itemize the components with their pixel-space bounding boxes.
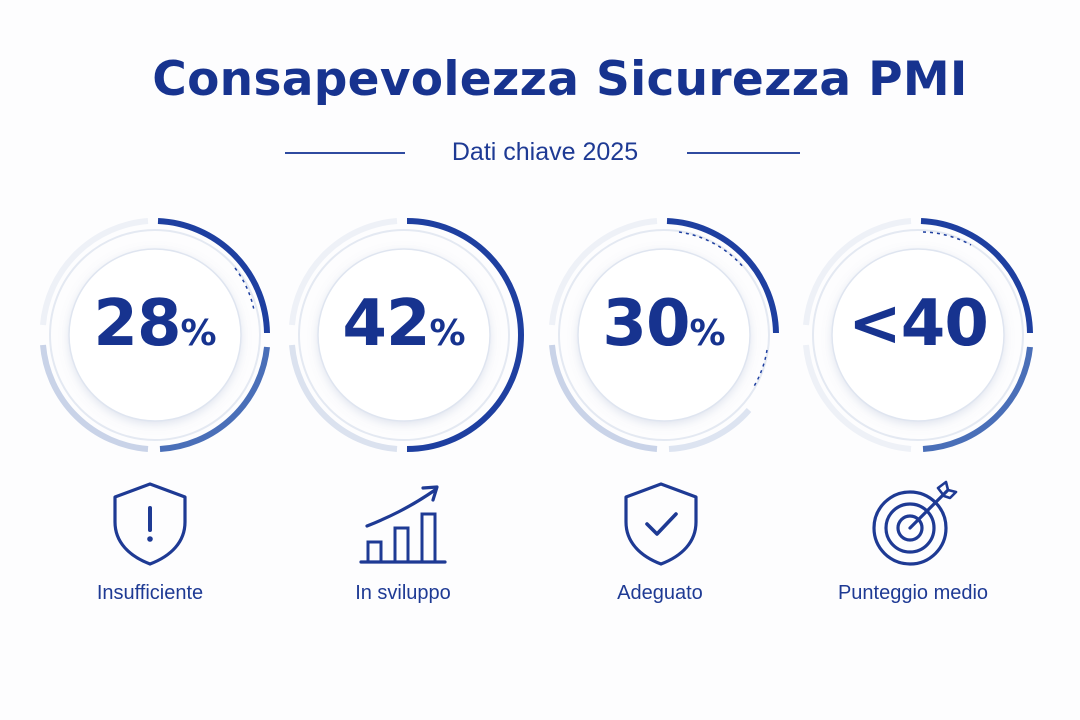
stat-card-2: 42% bbox=[279, 210, 529, 460]
progress-ring-2 bbox=[289, 218, 524, 452]
target-icon bbox=[872, 480, 958, 566]
shield-check-icon bbox=[624, 482, 698, 566]
stat-value-2: 42% bbox=[342, 287, 466, 361]
subtitle-rule-right bbox=[687, 152, 800, 154]
progress-ring-1 bbox=[40, 218, 270, 452]
stat-value-1: 28% bbox=[93, 287, 217, 361]
stat-card-4: <40 bbox=[793, 210, 1043, 460]
stat-label-4: Punteggio medio bbox=[837, 582, 989, 604]
subtitle-row: Dati chiave 2025 bbox=[0, 136, 1080, 170]
stat-card-1: 28% bbox=[30, 210, 280, 460]
subtitle-rule-left bbox=[285, 152, 405, 154]
stat-value-4: <40 bbox=[848, 287, 989, 361]
stat-card-3: 30% bbox=[539, 210, 789, 460]
shield-warning-icon bbox=[113, 482, 187, 566]
stat-label-3: Adeguato bbox=[617, 582, 703, 604]
growth-chart-icon bbox=[359, 485, 447, 564]
subtitle: Dati chiave 2025 bbox=[451, 138, 639, 166]
stat-value-3: 30% bbox=[602, 287, 726, 361]
page-title: Consapevolezza Sicurezza PMI bbox=[152, 52, 968, 107]
stat-label-2: In sviluppo bbox=[355, 582, 451, 604]
stat-label-1: Insufficiente bbox=[96, 582, 204, 604]
progress-ring-4 bbox=[803, 218, 1033, 452]
progress-ring-3 bbox=[549, 218, 779, 452]
